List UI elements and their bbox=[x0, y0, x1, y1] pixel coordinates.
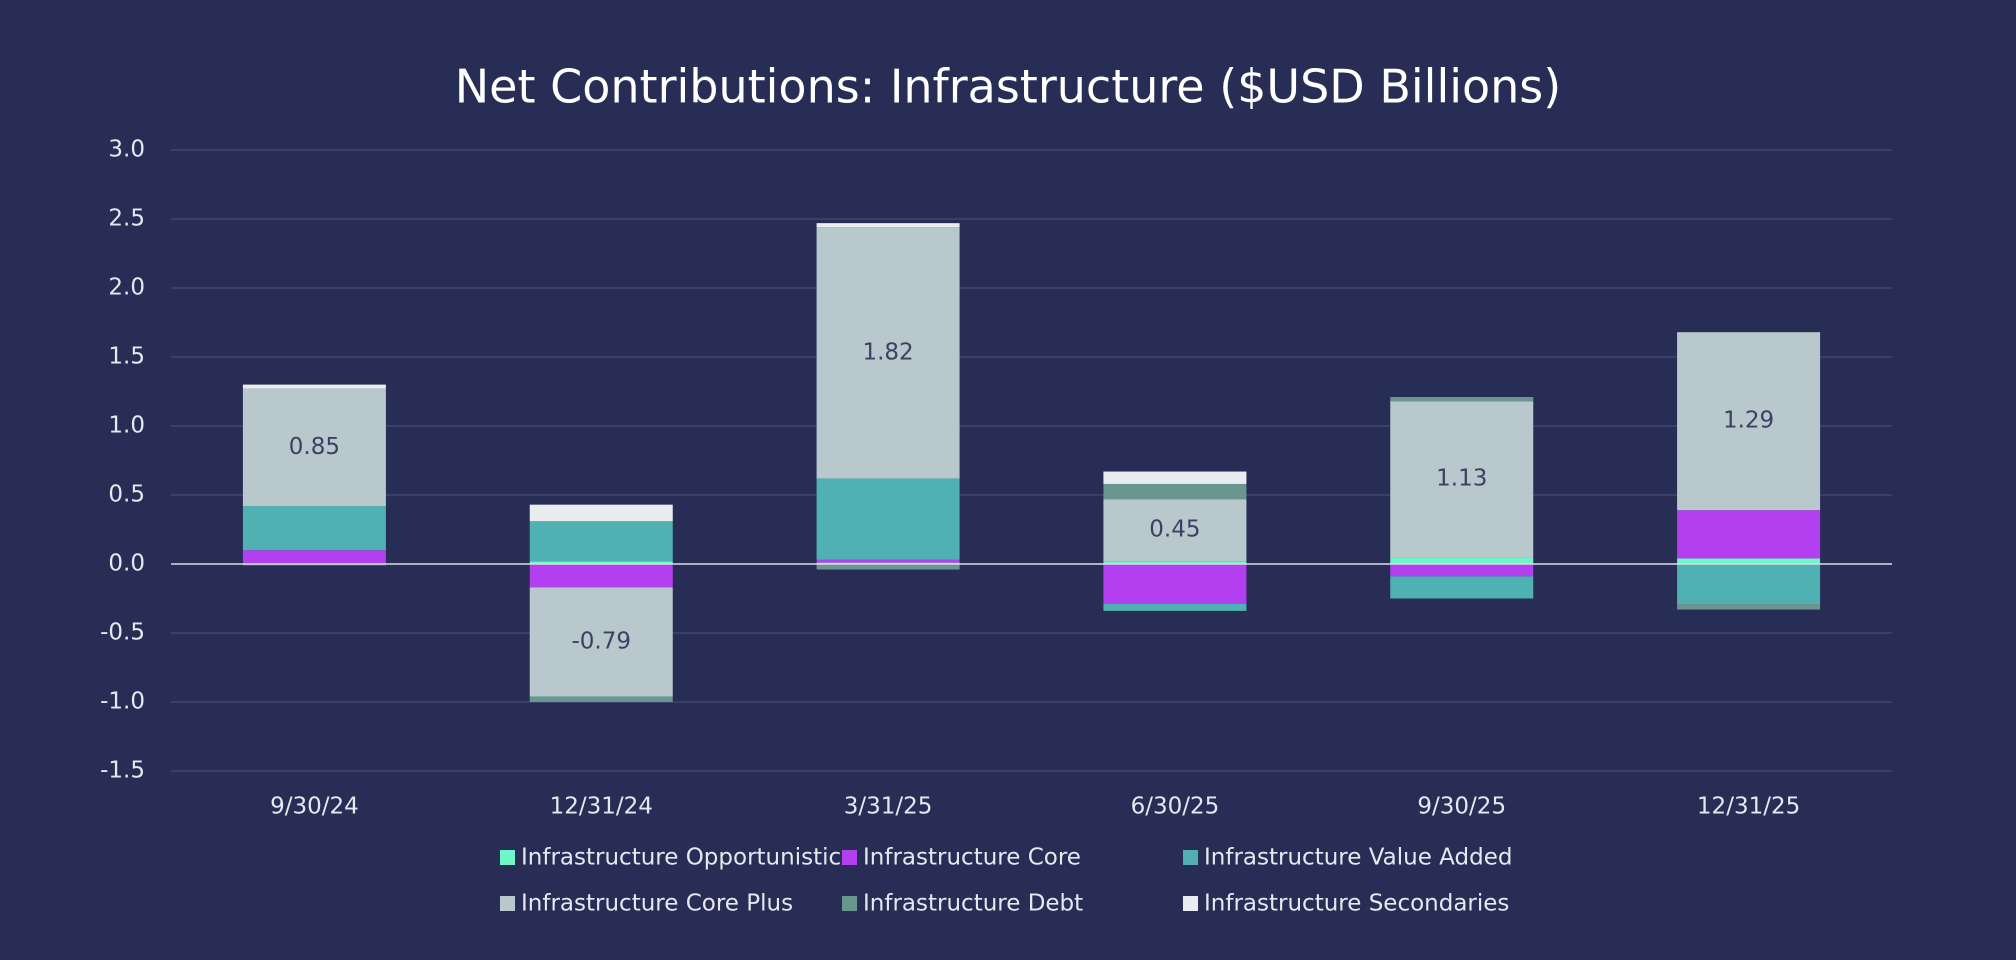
y-tick-label: 2.5 bbox=[108, 206, 145, 232]
legend-label: Infrastructure Core bbox=[863, 845, 1081, 871]
bar-segment bbox=[242, 384, 386, 389]
bar-segment bbox=[529, 504, 673, 522]
x-tick-label: 9/30/24 bbox=[270, 794, 359, 820]
legend-swatch bbox=[1183, 896, 1198, 911]
bar-segment bbox=[1390, 401, 1534, 558]
bar-segment bbox=[816, 227, 960, 479]
bar-segment bbox=[1390, 576, 1534, 599]
bar-segment bbox=[1103, 564, 1247, 605]
bar-segment bbox=[816, 564, 960, 570]
bar-segment bbox=[529, 587, 673, 697]
bar-segment bbox=[1103, 471, 1247, 484]
bar-segment bbox=[1677, 510, 1821, 559]
data-label: 0.45 bbox=[1149, 517, 1200, 543]
bar-segment bbox=[1677, 604, 1821, 610]
x-tick-label: 12/31/24 bbox=[550, 794, 653, 820]
y-tick-label: 1.0 bbox=[108, 413, 145, 439]
legend-swatch bbox=[500, 896, 515, 911]
y-tick-label: 2.0 bbox=[108, 275, 145, 301]
y-tick-label: 3.0 bbox=[108, 137, 145, 163]
bar-segment bbox=[1103, 561, 1247, 564]
legend-label: Infrastructure Opportunistic bbox=[521, 845, 841, 871]
data-label: 1.13 bbox=[1436, 466, 1487, 492]
data-label: 1.82 bbox=[862, 339, 913, 365]
bar-segment bbox=[1677, 564, 1821, 605]
bar-segment bbox=[1390, 397, 1534, 402]
legend-swatch bbox=[500, 850, 515, 865]
x-tick-label: 3/31/25 bbox=[844, 794, 933, 820]
chart-title: Net Contributions: Infrastructure ($USD … bbox=[455, 60, 1561, 114]
bar-segment bbox=[242, 550, 386, 564]
legend-label: Infrastructure Debt bbox=[863, 891, 1083, 917]
bar-segment bbox=[1103, 483, 1247, 500]
x-tick-label: 9/30/25 bbox=[1417, 794, 1506, 820]
y-tick-label: -1.0 bbox=[100, 689, 145, 715]
legend-swatch bbox=[842, 896, 857, 911]
legend-label: Infrastructure Secondaries bbox=[1204, 891, 1509, 917]
data-label: 0.85 bbox=[289, 434, 340, 460]
data-label: -0.79 bbox=[571, 628, 631, 654]
y-tick-label: 0.5 bbox=[108, 482, 145, 508]
legend-label: Infrastructure Value Added bbox=[1204, 845, 1512, 871]
x-tick-label: 6/30/25 bbox=[1131, 794, 1220, 820]
x-tick-label: 12/31/25 bbox=[1697, 794, 1800, 820]
y-tick-label: -0.5 bbox=[100, 620, 145, 646]
legend-swatch bbox=[1183, 850, 1198, 865]
y-tick-label: -1.5 bbox=[100, 758, 145, 784]
bar-segment bbox=[1103, 499, 1247, 562]
bar-segment bbox=[816, 223, 960, 228]
y-tick-label: 0.0 bbox=[108, 551, 145, 577]
legend-swatch bbox=[842, 850, 857, 865]
bar-segment bbox=[529, 561, 673, 564]
bar-segment bbox=[816, 559, 960, 563]
bar-segment bbox=[1677, 332, 1821, 511]
bar-segment bbox=[529, 521, 673, 562]
legend-label: Infrastructure Core Plus bbox=[521, 891, 793, 917]
bar-segment bbox=[1103, 604, 1247, 611]
bar-segment bbox=[242, 506, 386, 551]
bar-segment bbox=[1390, 557, 1534, 564]
bar-segment bbox=[242, 388, 386, 507]
bar-segment bbox=[816, 478, 960, 560]
data-label: 1.29 bbox=[1723, 408, 1774, 434]
y-tick-label: 1.5 bbox=[108, 344, 145, 370]
bar-segment bbox=[529, 564, 673, 588]
bar-segment bbox=[1390, 564, 1534, 577]
bar-segment bbox=[529, 696, 673, 702]
bar-segment bbox=[1677, 558, 1821, 564]
